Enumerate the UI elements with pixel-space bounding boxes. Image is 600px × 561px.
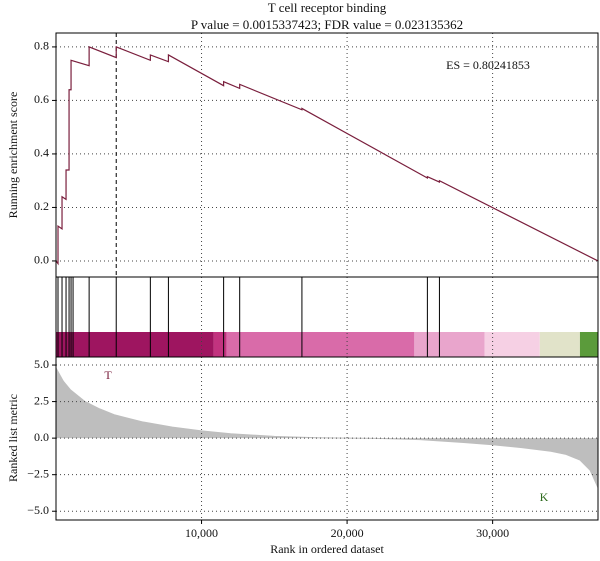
y-tick-label: 0.6 [34,92,49,106]
color-bar-segment [579,332,598,357]
y-tick-label: 0.2 [34,199,49,213]
y-axis-label: Ranked list metric [6,394,20,482]
color-bar-segment [539,332,580,357]
chart-title: T cell receptor binding [268,0,387,15]
color-bar-segment [484,332,540,357]
y-axis-label: Running enrichment score [6,92,20,219]
x-axis-label: Rank in ordered dataset [270,542,384,556]
color-bar-segment [213,332,227,357]
y-tick-label: −5.0 [27,503,49,517]
color-bar-segment [226,332,415,357]
x-tick-label: 10,000 [185,526,218,540]
y-tick-label: 0.4 [34,146,49,160]
color-bar-segment [414,332,485,357]
chart-subtitle: P value = 0.0015337423; FDR value = 0.02… [191,17,463,32]
x-tick-label: 30,000 [476,526,509,540]
metric-label: T [104,368,112,382]
es-annotation: ES = 0.80241853 [446,58,530,72]
metric-area [56,367,598,488]
y-tick-label: 0.0 [34,430,49,444]
y-tick-label: 0.8 [34,39,49,53]
panel-frame [55,356,599,521]
y-tick-label: 2.5 [34,393,49,407]
color-bar-segment [56,332,214,357]
es-line [55,46,599,266]
y-tick-label: 5.0 [34,357,49,371]
x-tick-label: 20,000 [331,526,364,540]
y-tick-label: 0.0 [34,253,49,267]
metric-label: K [540,490,549,504]
metric-line [55,367,599,489]
y-tick-label: −2.5 [27,466,49,480]
